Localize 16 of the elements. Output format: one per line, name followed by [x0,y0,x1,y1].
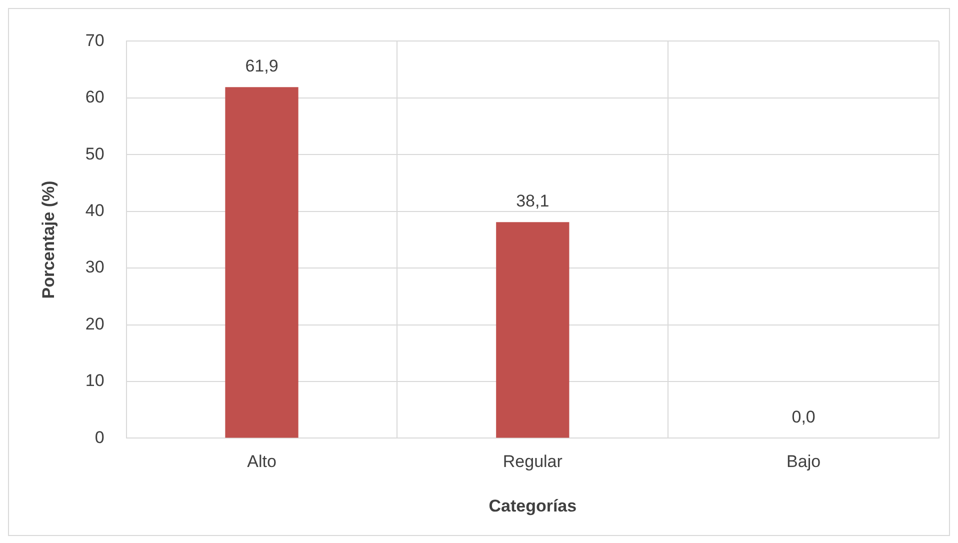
data-label: 0,0 [792,407,816,426]
x-tick-label: Regular [502,452,563,472]
y-tick-label: 0 [94,428,104,447]
y-tick-label: 20 [85,314,104,334]
x-axis-title: Categorías [488,496,577,516]
data-label: 61,9 [245,56,278,76]
y-tick-label: 60 [85,88,104,107]
x-tick-label: Alto [247,452,276,472]
y-tick-label: 70 [85,30,104,50]
y-tick-label: 40 [85,201,104,220]
y-tick-label: 10 [85,371,104,390]
y-tick-label: 50 [85,144,104,164]
y-axis-title: Porcentaje (%) [38,180,58,299]
x-tick-label: Bajo [786,452,821,472]
data-label: 38,1 [516,191,550,210]
y-tick-label: 30 [85,258,104,277]
